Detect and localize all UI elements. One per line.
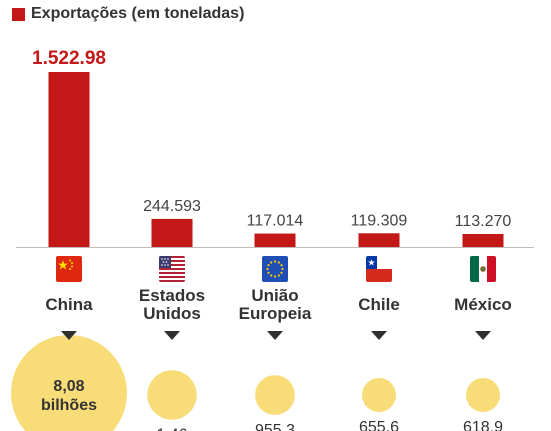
- bar-value-label: 117.014: [247, 213, 304, 230]
- bubble-value-label: 1,46: [156, 427, 187, 431]
- bar: [358, 233, 400, 247]
- bubble-value-label: 618,9: [463, 419, 503, 431]
- down-arrow-icon: [267, 331, 283, 340]
- bubble-value-label: 8,08 bilhões: [41, 378, 97, 414]
- category-label: Estados Unidos: [138, 286, 206, 323]
- bubble: [466, 378, 500, 412]
- bar-value-label: 113.270: [455, 213, 512, 230]
- flag-eu-icon: [262, 256, 288, 282]
- legend-swatch: [12, 7, 25, 21]
- flag-china-icon: [56, 256, 82, 282]
- bubble: [255, 375, 295, 415]
- bar: [254, 233, 296, 247]
- down-arrow-icon: [164, 331, 180, 340]
- chart-legend: Exportações (em toneladas): [12, 4, 244, 24]
- bar-value-label: 119.309: [351, 212, 408, 229]
- down-arrow-icon: [475, 331, 491, 340]
- bubble: [362, 378, 396, 412]
- down-arrow-icon: [61, 331, 77, 340]
- bubble-value-label: 655,6: [359, 419, 399, 431]
- bar: [151, 218, 193, 247]
- bubble-value-label: 955,3: [255, 422, 295, 431]
- bubble: [147, 370, 197, 420]
- down-arrow-icon: [371, 331, 387, 340]
- flag-usa-icon: [159, 256, 185, 282]
- bar-value-label: 1.522.98: [32, 48, 106, 69]
- category-label: China: [45, 295, 93, 314]
- category-label: México: [454, 295, 512, 314]
- category-label: União Europeia: [238, 286, 312, 323]
- category-label: Chile: [358, 295, 400, 314]
- bar: [462, 233, 504, 247]
- flag-mexico-icon: [470, 256, 496, 282]
- bar: [48, 72, 90, 247]
- flag-chile-icon: [366, 256, 392, 282]
- legend-label: Exportações (em toneladas): [31, 5, 245, 22]
- bar-value-label: 244.593: [143, 198, 201, 215]
- bubble: [11, 335, 127, 431]
